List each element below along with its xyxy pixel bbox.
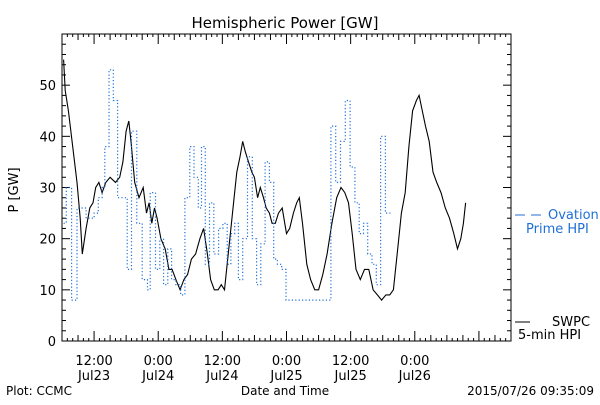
footer-timestamp: 2015/07/26 09:35:09 [467, 384, 594, 398]
legend-ovation-label-line2: Prime HPI [526, 222, 589, 237]
legend-ovation-label: Ovation [548, 208, 599, 223]
x-tick-time-label: 0:00 [144, 354, 173, 369]
chart-title: Hemispheric Power [GW] [192, 14, 379, 32]
x-tick-time-label: 12:00 [332, 354, 369, 369]
series-ovation-prime-hpi-line [63, 69, 391, 301]
y-tick-label: 0 [48, 335, 56, 350]
footer-plot-credit: Plot: CCMC [6, 384, 72, 398]
x-tick-date-label: Jul24 [141, 369, 174, 384]
x-tick-date-label: Jul25 [269, 369, 302, 384]
y-tick-label: 20 [39, 233, 56, 248]
y-tick-label: 40 [39, 130, 56, 145]
plot-area: 0102030405012:00Jul230:00Jul2412:00Jul24… [39, 33, 512, 384]
x-tick-date-label: Jul24 [205, 369, 238, 384]
y-tick-label: 10 [39, 284, 56, 299]
x-tick-date-label: Jul25 [334, 369, 367, 384]
legend-swpc-label-line2: 5-min HPI [518, 328, 581, 343]
x-tick-date-label: Jul23 [77, 369, 110, 384]
x-tick-time-label: 12:00 [75, 354, 112, 369]
x-tick-time-label: 0:00 [400, 354, 429, 369]
x-tick-time-label: 12:00 [204, 354, 241, 369]
legend-swpc-label: SWPC [552, 315, 590, 330]
plot-frame [61, 33, 512, 342]
y-axis-label: P [GW] [7, 167, 22, 212]
x-axis-label: Date and Time [241, 384, 329, 398]
x-tick-date-label: Jul26 [398, 369, 431, 384]
y-tick-label: 30 [39, 182, 56, 197]
y-tick-label: 50 [39, 79, 56, 94]
series-swpc-hpi-line [63, 59, 467, 301]
x-tick-time-label: 0:00 [272, 354, 301, 369]
